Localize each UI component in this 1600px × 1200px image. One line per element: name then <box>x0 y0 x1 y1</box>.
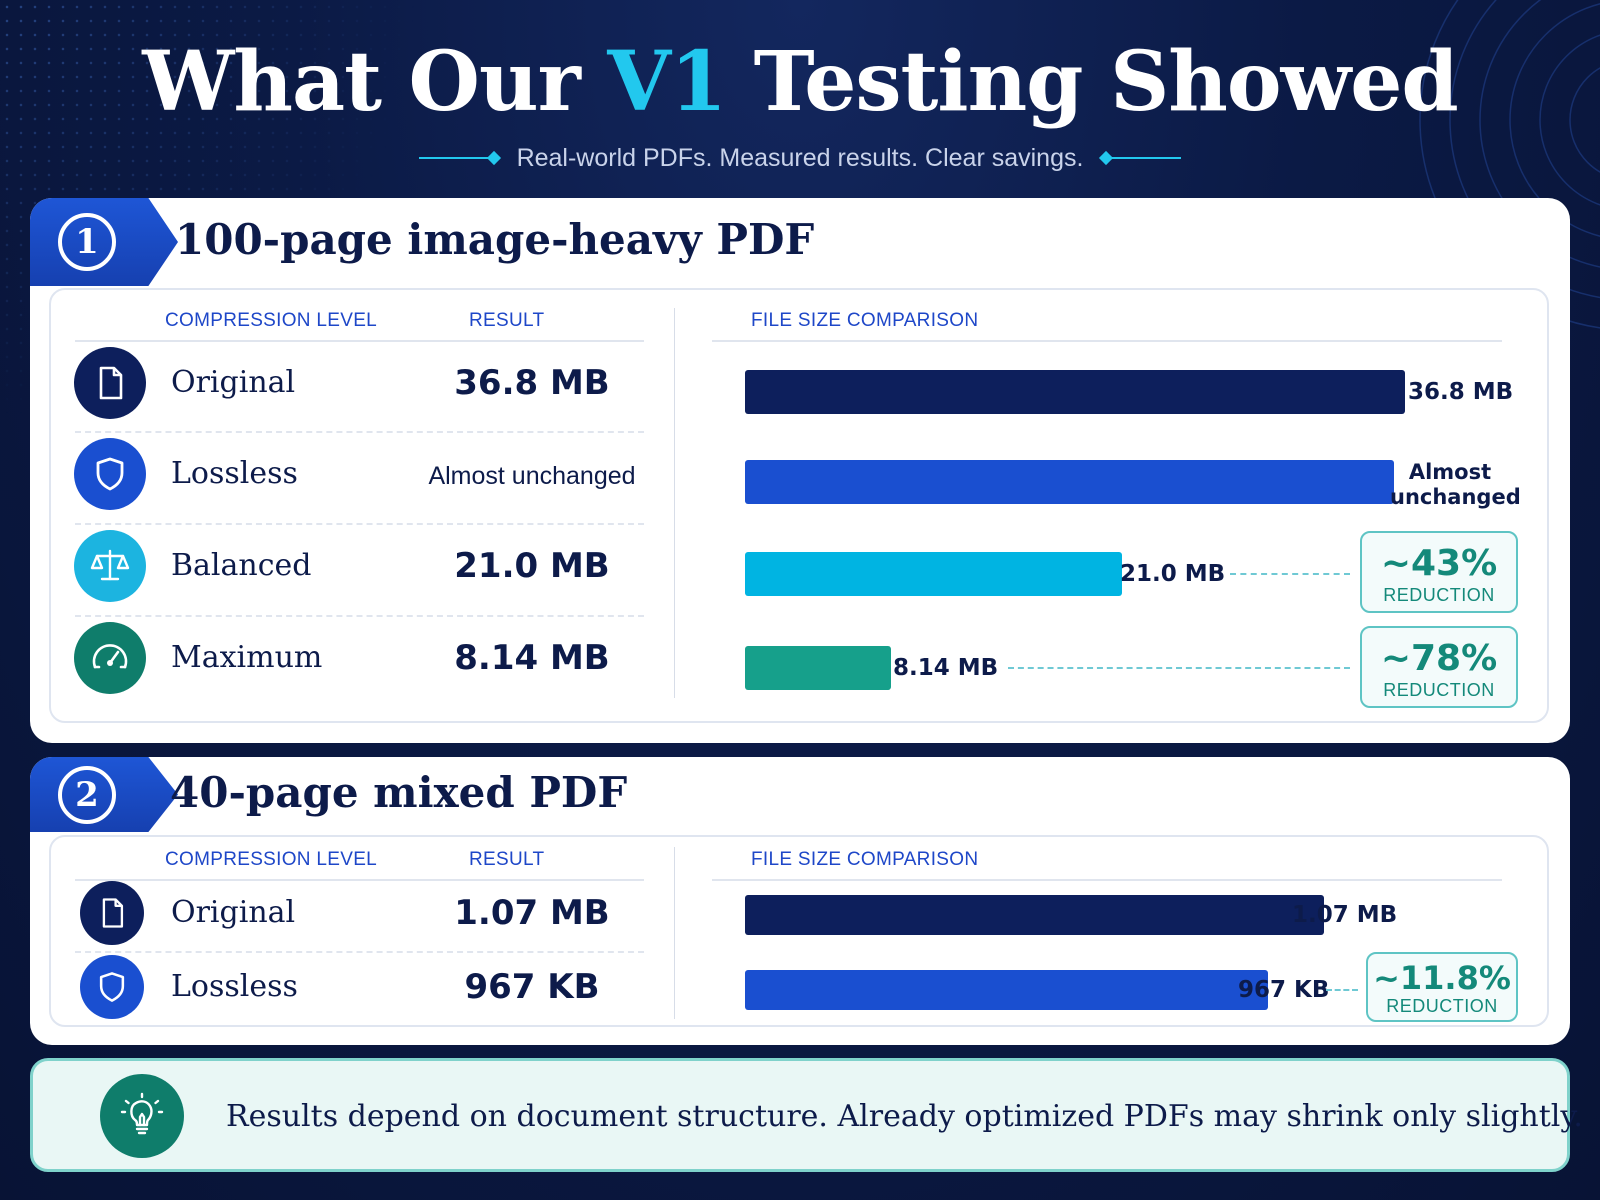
test-card-1: 1 100-page image-heavy PDF COMPRESSION L… <box>30 198 1570 743</box>
test-card-2: 2 40-page mixed PDF COMPRESSION LEVEL RE… <box>30 757 1570 1045</box>
reduction-badge: ~11.8% REDUCTION <box>1366 952 1518 1022</box>
result-value: 8.14 MB <box>454 638 610 678</box>
result-value: 1.07 MB <box>454 893 610 933</box>
scale-icon <box>74 530 146 602</box>
reduction-connector <box>1008 667 1350 669</box>
reduction-connector <box>1230 573 1350 575</box>
level-label: Maximum <box>171 640 323 675</box>
page-title: What Our V1 Testing Showed <box>142 34 1458 130</box>
subtitle-row: Real-world PDFs. Measured results. Clear… <box>0 140 1600 176</box>
title-accent: V1 <box>607 34 727 130</box>
reduction-connector <box>1326 989 1358 991</box>
reduction-badge: ~78% REDUCTION <box>1360 626 1518 708</box>
results-table: COMPRESSION LEVEL RESULT FILE SIZE COMPA… <box>49 288 1549 723</box>
column-header-comparison: FILE SIZE COMPARISON <box>751 310 979 331</box>
test-number-badge: 2 <box>30 757 178 832</box>
level-label: Lossless <box>171 456 298 491</box>
speedometer-icon <box>74 622 146 694</box>
column-divider <box>674 308 675 698</box>
left-divider-ornament <box>418 150 501 166</box>
level-label: Balanced <box>171 548 312 583</box>
bar-balanced <box>745 552 1122 596</box>
bar-label: 8.14 MB <box>893 655 999 681</box>
test-number-badge: 1 <box>30 198 178 286</box>
bar-label: 967 KB <box>1238 977 1330 1003</box>
column-header-comparison: FILE SIZE COMPARISON <box>751 849 979 870</box>
footnote-text: Results depend on document structure. Al… <box>226 1099 1583 1134</box>
level-label: Original <box>171 895 296 930</box>
shield-icon <box>80 955 144 1019</box>
subtitle: Real-world PDFs. Measured results. Clear… <box>516 143 1084 172</box>
bar-original <box>745 895 1324 935</box>
bar-lossless <box>745 970 1268 1010</box>
result-value: 967 KB <box>464 967 600 1007</box>
document-icon <box>80 881 144 945</box>
shield-icon <box>74 438 146 510</box>
result-value: Almost unchanged <box>428 462 636 490</box>
test-title: 100-page image-heavy PDF <box>175 215 815 264</box>
bar-label: 1.07 MB <box>1292 902 1398 928</box>
bar-original <box>745 370 1405 414</box>
column-header-level: COMPRESSION LEVEL <box>165 310 378 331</box>
level-label: Lossless <box>171 969 298 1004</box>
column-header-result: RESULT <box>469 849 545 870</box>
column-header-result: RESULT <box>469 310 545 331</box>
bar-lossless <box>745 460 1394 504</box>
lightbulb-icon <box>100 1074 184 1158</box>
result-value: 36.8 MB <box>454 363 610 403</box>
right-divider-ornament <box>1099 150 1182 166</box>
column-divider <box>674 847 675 1019</box>
footnote-panel: Results depend on document structure. Al… <box>30 1058 1583 1172</box>
bar-maximum <box>745 646 891 690</box>
test-title: 40-page mixed PDF <box>170 768 628 817</box>
column-header-level: COMPRESSION LEVEL <box>165 849 378 870</box>
results-table: COMPRESSION LEVEL RESULT FILE SIZE COMPA… <box>49 835 1549 1027</box>
concentric-rings-decoration <box>1419 0 1600 329</box>
result-value: 21.0 MB <box>454 546 610 586</box>
document-icon <box>74 347 146 419</box>
bar-label: Almost unchanged <box>1390 460 1521 509</box>
reduction-badge: ~43% REDUCTION <box>1360 531 1518 613</box>
bar-label: 36.8 MB <box>1408 379 1514 405</box>
bar-label: 21.0 MB <box>1120 561 1226 587</box>
level-label: Original <box>171 365 296 400</box>
